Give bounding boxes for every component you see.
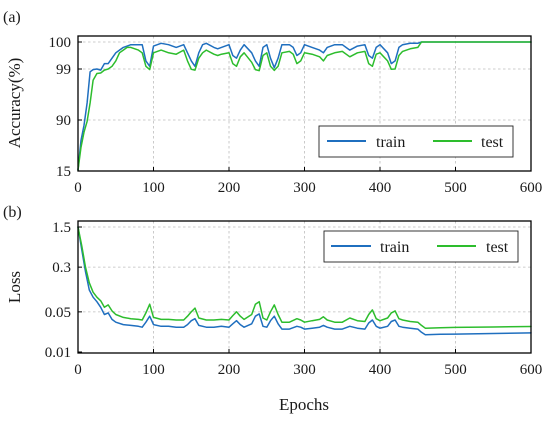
loss-y-tick-label: 1.5 — [52, 220, 71, 236]
accuracy-y-tick-label: 99 — [56, 62, 71, 78]
loss-legend-train-label: train — [380, 239, 409, 256]
loss-x-tick-label: 400 — [369, 362, 392, 378]
accuracy-x-tick-label: 100 — [142, 180, 165, 196]
loss-y-tick-label: 0.05 — [45, 305, 71, 321]
accuracy-x-tick-label: 400 — [369, 180, 392, 196]
accuracy-test-line — [77, 41, 532, 171]
accuracy-train-line — [77, 41, 532, 171]
accuracy-x-tick-label: 0 — [74, 180, 82, 196]
accuracy-y-axis-title: Accuracy(%) — [5, 58, 24, 149]
loss-train-line — [77, 226, 532, 336]
loss-y-tick-label: 0.3 — [52, 260, 71, 276]
loss-test-line — [77, 226, 532, 329]
loss-x-tick-label: 500 — [444, 362, 467, 378]
loss-y-axis-title: Loss — [5, 271, 24, 303]
loss-x-axis-title: Epochs — [279, 395, 329, 414]
accuracy-y-tick-label: 100 — [49, 35, 72, 51]
loss-gridlines — [78, 221, 531, 353]
accuracy-x-tick-label: 300 — [293, 180, 316, 196]
loss-legend-test-label: test — [486, 239, 509, 256]
panel-label-a: (a) — [3, 9, 21, 26]
panel-loss: (b) 0 100 200 300 400 500 600 0.01 0.05 0.3 1.5 Lo… — [3, 204, 542, 414]
panel-accuracy: (a) 0 100 200 300 400 500 600 15 90 99 100 Accurac… — [3, 9, 542, 196]
loss-legend: train test — [323, 230, 519, 263]
loss-x-tick-label: 200 — [218, 362, 241, 378]
loss-x-tick-label: 600 — [520, 362, 543, 378]
loss-ticks: 0 100 200 300 400 500 600 0.01 0.05 0.3 1.5 — [45, 220, 543, 378]
accuracy-ticks: 0 100 200 300 400 500 600 15 90 99 100 — [49, 35, 543, 196]
panel-label-b: (b) — [3, 204, 22, 221]
accuracy-x-tick-label: 600 — [520, 180, 543, 196]
accuracy-y-tick-label: 90 — [56, 113, 71, 129]
loss-x-tick-label: 300 — [293, 362, 316, 378]
loss-x-tick-label: 100 — [142, 362, 165, 378]
loss-x-tick-label: 0 — [74, 362, 82, 378]
accuracy-x-tick-label: 500 — [444, 180, 467, 196]
accuracy-y-tick-label: 15 — [56, 164, 71, 180]
accuracy-legend-test-label: test — [481, 134, 504, 151]
accuracy-legend: train test — [318, 125, 514, 158]
accuracy-x-tick-label: 200 — [218, 180, 241, 196]
loss-series — [77, 226, 532, 336]
loss-y-tick-label: 0.01 — [45, 345, 71, 361]
accuracy-legend-train-label: train — [376, 134, 405, 151]
accuracy-series — [77, 41, 532, 171]
